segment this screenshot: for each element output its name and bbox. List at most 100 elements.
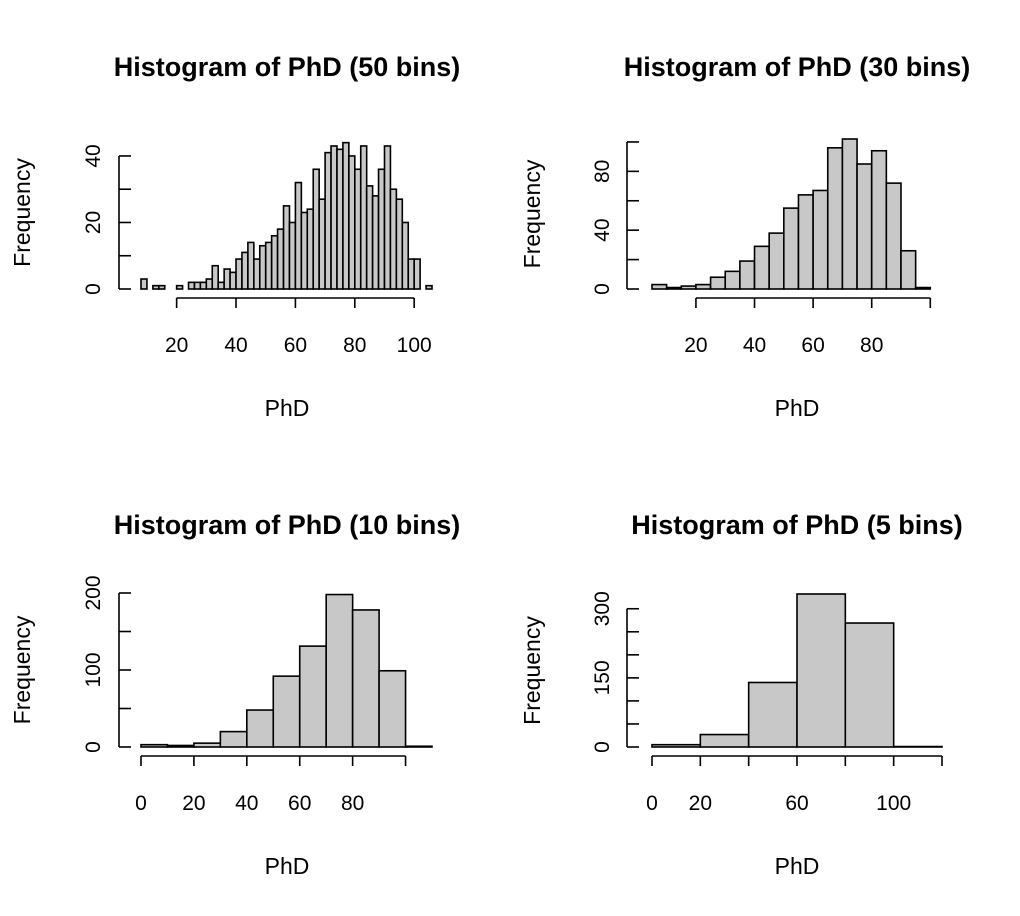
histogram-bar [389,188,398,290]
y-axis-label: Frequency [9,158,35,267]
x-tick-label: 80 [860,334,883,357]
x-axis-label: PhD [775,853,820,879]
histogram-bar [175,284,184,290]
histogram-bar [383,145,392,290]
histogram-bar [371,195,380,290]
histogram-bar [324,151,332,290]
histogram-bar [140,743,169,748]
x-tick-label: 60 [785,792,808,815]
y-tick-label: 0 [82,741,105,753]
y-tick-label: 0 [591,283,614,295]
histogram-bar [695,283,712,290]
x-tick-label: 20 [684,334,707,357]
chart-title: Histogram of PhD (30 bins) [624,52,971,82]
histogram-bar [709,276,727,290]
histogram-bar [205,278,214,290]
histogram-bar [796,593,847,748]
histogram-bar [211,264,220,290]
histogram-bar [229,271,237,290]
histogram-bar [264,241,273,290]
y-tick-label: 150 [591,660,614,695]
histogram-bar [306,208,315,290]
x-tick-label: 20 [689,792,712,815]
histogram-bar [377,168,386,290]
x-tick-label: 0 [646,792,658,815]
histogram-bar [651,743,702,748]
histogram-bar [193,742,222,748]
histogram-bar [680,285,697,290]
histogram-bar [395,198,404,290]
histogram-bar [844,622,895,748]
x-tick-label: 40 [743,334,766,357]
histogram-bar [235,258,243,290]
histogram-panel-1: Histogram of PhD (50 bins) 20 40 60 80 100 0 20… [9,52,460,421]
histogram-bar [325,593,354,748]
histogram-bar [812,189,829,290]
x-axis-label: PhD [775,395,820,421]
y-axis-label: Frequency [519,616,545,725]
chart-title: Histogram of PhD (5 bins) [631,510,963,540]
histogram-bar [270,234,279,290]
histogram-bar [885,182,902,290]
histogram-bar [294,181,303,290]
histogram-bar [288,221,297,290]
histogram-bar [282,205,291,290]
x-tick-label: 100 [397,334,432,357]
histogram-bar [158,284,166,290]
histogram-panel-2: Histogram of PhD (30 bins) 20 40 60 80 0 40 80 P… [519,52,970,421]
histogram-bar [753,245,770,290]
histogram-bar [783,207,800,290]
y-tick-label: 40 [591,218,614,241]
histogram-bar [152,284,160,290]
histogram-bar [187,281,196,290]
y-tick-label: 300 [591,591,614,626]
histogram-bar [826,147,844,290]
histogram-bar [768,232,785,290]
y-tick-label: 0 [591,741,614,753]
y-tick-label: 80 [591,160,614,183]
x-axis-label: PhD [265,853,310,879]
y-tick-label: 40 [82,144,105,167]
histogram-bar [336,148,344,290]
x-tick-label: 0 [135,792,147,815]
histogram-bar [166,744,195,748]
histogram-bar [407,258,415,290]
histogram-bar [272,675,301,748]
histogram-bar [425,284,433,290]
y-tick-label: 200 [82,575,105,610]
x-tick-label: 20 [182,792,205,815]
histogram-bar [246,709,275,748]
y-axis-label: Frequency [9,615,35,724]
histogram-bar [699,733,750,748]
histogram-bar [253,258,261,290]
histogram-bar [365,185,374,290]
chart-title: Histogram of PhD (50 bins) [114,52,461,82]
x-tick-label: 40 [224,334,247,357]
histogram-bar [318,198,326,290]
histogram-bar [247,241,255,290]
histogram-bar [870,149,888,290]
histogram-bar [747,681,798,748]
x-tick-label: 60 [801,334,824,357]
histogram-bar [353,168,362,290]
y-axis-label: Frequency [519,159,545,268]
histogram-bar [241,251,249,290]
histogram-bar [348,155,356,290]
histogram-bar [841,138,858,290]
histogram-bar [300,211,309,290]
chart-title: Histogram of PhD (10 bins) [114,510,461,540]
x-tick-label: 80 [343,334,366,357]
histogram-bar [298,645,327,748]
histogram-bar [359,145,368,290]
histogram-bar [223,268,231,290]
histogram-bar [330,145,338,290]
x-tick-label: 80 [341,792,364,815]
histogram-bar [351,609,380,748]
histogram-bar [199,281,208,290]
x-tick-label: 60 [288,792,311,815]
histogram-bar [276,228,285,290]
x-tick-label: 60 [284,334,307,357]
histogram-bar [401,221,410,290]
histogram-bar [219,730,248,748]
y-tick-label: 0 [82,283,105,295]
